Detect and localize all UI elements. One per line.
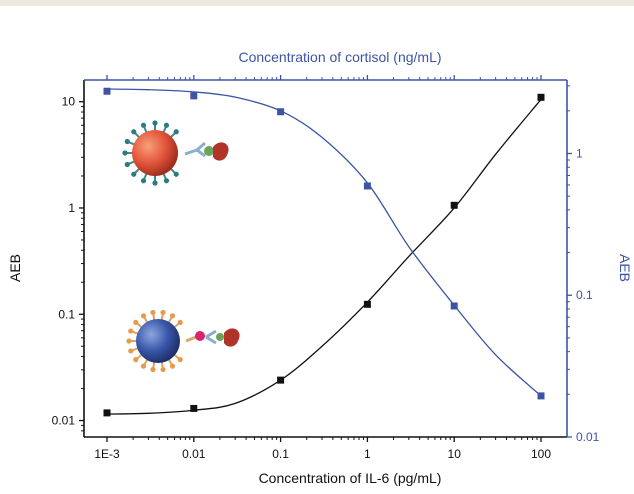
- cortisol-data-point: [363, 182, 371, 190]
- y2-tick-label: 1: [576, 146, 583, 160]
- antibody-tip: [124, 138, 130, 145]
- x-axis-title: Concentration of IL-6 (pg/mL): [259, 470, 442, 486]
- y-tick-label: 10: [62, 95, 76, 109]
- antibody-tip: [124, 161, 130, 168]
- antibody-tip: [150, 366, 156, 373]
- x-tick-label: 100: [531, 447, 551, 461]
- il6-data-point: [103, 409, 111, 417]
- y2-tick-label: 0.1: [576, 288, 593, 302]
- il6-data-point: [363, 300, 371, 308]
- antibody-tip: [163, 122, 170, 128]
- x-tick-label: 1: [364, 447, 371, 461]
- antibody-tip: [128, 328, 134, 334]
- x-tick-label: 1E-3: [94, 447, 120, 461]
- left-axis-title: AEB: [7, 254, 23, 282]
- right-axis-title: AEB: [617, 254, 633, 282]
- antibody-tip: [131, 171, 137, 177]
- antibody-tip: [169, 313, 176, 319]
- antibody-tip: [160, 366, 166, 373]
- x-tick-label: 0.01: [182, 447, 206, 461]
- y-tick-label: 1: [68, 201, 75, 215]
- il6-fit-curve: [106, 99, 542, 415]
- antibody-tip: [133, 319, 139, 325]
- antibody-tip: [140, 313, 147, 319]
- cortisol-data-point: [537, 392, 545, 400]
- antibody-tip: [140, 363, 147, 369]
- cortisol-fit-curve: [106, 88, 542, 397]
- blue-nanoparticle-conjugate-icon: [126, 309, 240, 373]
- il6-data-point: [537, 93, 545, 101]
- antibody-tip: [133, 357, 139, 363]
- y-tick-label: 0.01: [52, 414, 76, 428]
- antibody-tip: [173, 129, 179, 135]
- antibody-tip: [173, 171, 179, 177]
- antibody-tip: [163, 178, 170, 184]
- antibody-tip: [140, 178, 147, 184]
- y2-tick-label: 0.01: [576, 430, 600, 444]
- cortisol-data-point: [103, 87, 111, 95]
- antibody-tip: [128, 348, 134, 354]
- il6-data-point: [190, 404, 198, 412]
- cortisol-data-point: [277, 108, 285, 116]
- antibody-tip: [160, 309, 166, 316]
- il6-data-point: [450, 201, 458, 209]
- antibody-tip: [177, 357, 183, 363]
- top-band: [0, 0, 634, 6]
- antibody-tip: [169, 363, 176, 369]
- antibody-tip: [150, 309, 156, 316]
- cortisol-data-point: [450, 302, 458, 310]
- il6-data-point: [277, 376, 285, 384]
- y-tick-label: 0.1: [58, 307, 75, 321]
- red-nanoparticle-conjugate-icon: [122, 120, 229, 186]
- top-axis-title: Concentration of cortisol (ng/mL): [238, 49, 441, 65]
- plot-frame: [83, 79, 568, 438]
- antibody-tip: [140, 122, 147, 128]
- x-tick-label: 0.1: [272, 447, 289, 461]
- x-tick-label: 10: [448, 447, 462, 461]
- fit-curves: [106, 88, 542, 415]
- antibody-tip: [152, 120, 158, 126]
- antibody-tip: [177, 319, 183, 325]
- antibody-tip: [152, 180, 158, 186]
- data-points: [103, 87, 545, 417]
- antibody-tip: [131, 129, 137, 135]
- antibody-tip: [122, 150, 128, 156]
- cortisol-data-point: [190, 92, 198, 100]
- axis-ticks: 1E-3 0.01 0.1 1 10 100 0.01 0.1 1 10 0.01 0.1 1: [52, 75, 600, 461]
- antibody-tip: [126, 338, 132, 344]
